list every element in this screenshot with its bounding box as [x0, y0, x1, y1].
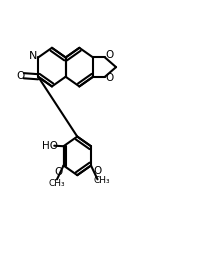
Text: N: N: [29, 51, 37, 61]
Text: O: O: [55, 167, 63, 177]
Text: HO: HO: [42, 141, 58, 151]
Text: O: O: [105, 73, 114, 83]
Text: O: O: [93, 166, 101, 176]
Text: O: O: [17, 71, 25, 81]
Text: CH₃: CH₃: [48, 179, 65, 188]
Text: CH₃: CH₃: [94, 176, 110, 185]
Text: O: O: [105, 50, 114, 60]
